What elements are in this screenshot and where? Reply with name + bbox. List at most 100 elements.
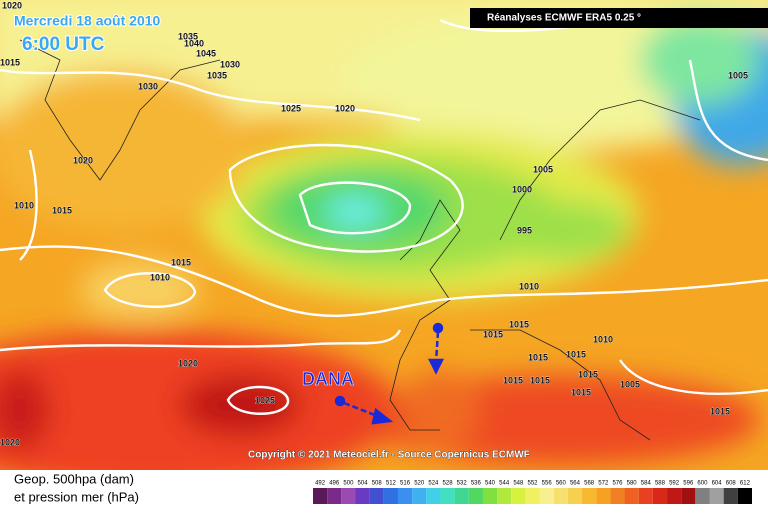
- color-swatch: [383, 488, 398, 504]
- isobar-label: 1015: [509, 319, 529, 329]
- scale-label: 528: [443, 481, 454, 487]
- scale-label: 592: [669, 481, 680, 487]
- isobar-label: 1020: [0, 437, 20, 447]
- scale-label: 568: [584, 481, 595, 487]
- isobar-label: 1015: [0, 57, 20, 67]
- isobar-label: 1020: [335, 103, 355, 113]
- color-swatch: [723, 488, 738, 504]
- isobar-label: 1010: [519, 281, 539, 291]
- scale-label: 544: [499, 481, 510, 487]
- scale-label: 572: [598, 481, 609, 487]
- isobar-label: 1015: [503, 375, 523, 385]
- color-swatch: [709, 488, 724, 504]
- color-swatch: [553, 488, 568, 504]
- isobar-label: 1045: [196, 48, 216, 58]
- isobar-label: 1020: [73, 155, 93, 165]
- color-swatch: [652, 488, 668, 504]
- isobar-label: 1005: [620, 379, 640, 389]
- isobar-label: 1015: [483, 329, 503, 339]
- color-swatch: [737, 488, 752, 504]
- copyright: Copyright © 2021 Meteociel.fr - Source C…: [248, 450, 530, 461]
- scale-label: 516: [400, 481, 411, 487]
- scale-label: 524: [428, 481, 439, 487]
- color-swatch: [454, 488, 469, 504]
- isobar-label: 1015: [571, 387, 591, 397]
- color-swatch: [369, 488, 384, 504]
- source-box: [470, 8, 768, 28]
- isobar-label: 1015: [578, 369, 598, 379]
- legend-title: Geop. 500hpa (dam): [14, 471, 134, 486]
- color-swatch: [525, 488, 540, 504]
- arrows: [334, 322, 445, 425]
- scale-label: 580: [627, 481, 638, 487]
- scale-label: 512: [386, 481, 397, 487]
- isobar-label: 1020: [2, 0, 22, 10]
- color-swatch: [327, 488, 342, 504]
- color-swatch: [638, 488, 653, 504]
- color-swatch: [567, 488, 583, 504]
- isobar-label: 995: [517, 225, 532, 235]
- color-swatch: [610, 488, 625, 504]
- date: Mercredi 18 août 2010: [14, 13, 161, 29]
- scale-label: 536: [471, 481, 482, 487]
- isobar-label: 1015: [566, 349, 586, 359]
- scale-label: 556: [542, 481, 553, 487]
- scale-label: 552: [527, 481, 538, 487]
- isobar-label: 1025: [281, 103, 301, 113]
- isobar-label: 1000: [512, 184, 532, 194]
- isobar-label: 1010: [150, 272, 170, 282]
- isobar-label: 1015: [530, 375, 550, 385]
- isobar-label: 1040: [184, 38, 204, 48]
- scale-label: 584: [641, 481, 652, 487]
- color-swatch: [482, 488, 498, 504]
- color-swatch: [412, 488, 427, 504]
- scale-label: 520: [414, 481, 425, 487]
- scale-label: 500: [343, 481, 354, 487]
- scale-label: 492: [315, 481, 326, 487]
- scale-label: 564: [570, 481, 581, 487]
- isobar-label: 1005: [533, 164, 553, 174]
- color-swatch: [397, 488, 413, 504]
- color-swatch: [355, 488, 370, 504]
- scale-label: 576: [612, 481, 623, 487]
- isobar-label: 1015: [171, 257, 191, 267]
- isobar-label: 1010: [14, 200, 34, 210]
- isobar-label: 1015: [52, 205, 72, 215]
- color-swatch: [695, 488, 710, 504]
- colorbar: 492 496 500 504 508 512 516 520 524 528 532 536 540 5…: [313, 481, 752, 504]
- annotation: DANA: [302, 369, 354, 389]
- color-swatch: [582, 488, 597, 504]
- isobar-label: 1015: [528, 352, 548, 362]
- color-swatch: [440, 488, 455, 504]
- isobar-label: 1005: [728, 70, 748, 80]
- isobar-label: 1035: [207, 70, 227, 80]
- scale-label: 612: [740, 481, 751, 487]
- scale-label: 600: [697, 481, 708, 487]
- isobar-label: 1010: [593, 334, 613, 344]
- isobar-label: 1020: [178, 358, 198, 368]
- scale-label: 504: [358, 481, 369, 487]
- color-swatch: [539, 488, 554, 504]
- color-swatch: [511, 488, 526, 504]
- color-swatch: [426, 488, 441, 504]
- scale-label: 540: [485, 481, 496, 487]
- scale-label: 596: [683, 481, 694, 487]
- color-swatch: [468, 488, 483, 504]
- isobar-label: 1025: [255, 395, 275, 405]
- scale-label: 532: [457, 481, 468, 487]
- legend-subtitle: et pression mer (hPa): [14, 489, 139, 504]
- isobar-label: 1015: [710, 406, 730, 416]
- color-swatch: [667, 488, 682, 504]
- scale-label: 608: [726, 481, 737, 487]
- color-swatch: [624, 488, 639, 504]
- time: 6:00 UTC: [22, 34, 105, 55]
- scale-label: 496: [329, 481, 340, 487]
- color-swatch: [313, 488, 328, 504]
- isobar-label: 1030: [138, 81, 158, 91]
- isobar-label: 1030: [220, 59, 240, 69]
- scale-label: 604: [712, 481, 723, 487]
- isobar-label: 1035: [178, 31, 198, 41]
- color-swatch: [596, 488, 611, 504]
